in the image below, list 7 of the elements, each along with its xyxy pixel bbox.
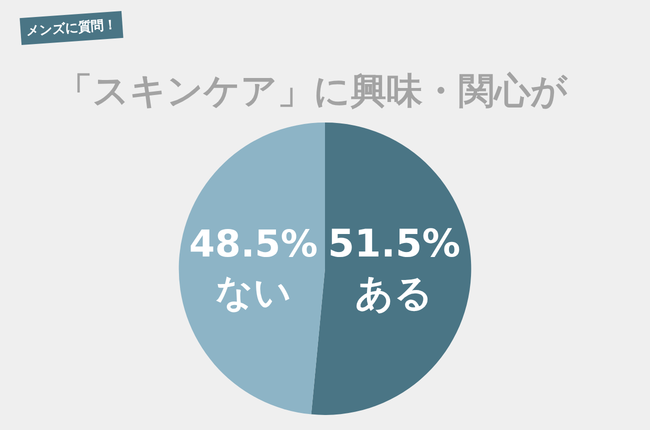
data-label: 48.5%	[189, 222, 318, 266]
text: メンズに質問！	[26, 16, 118, 40]
slice-label: ある	[355, 270, 434, 315]
pie-slice	[178, 122, 325, 414]
chart-title: 「スキンケア」に興味・関心が	[56, 70, 568, 112]
slice-label: ない	[215, 270, 292, 314]
data-label: 51.5%	[328, 221, 460, 266]
